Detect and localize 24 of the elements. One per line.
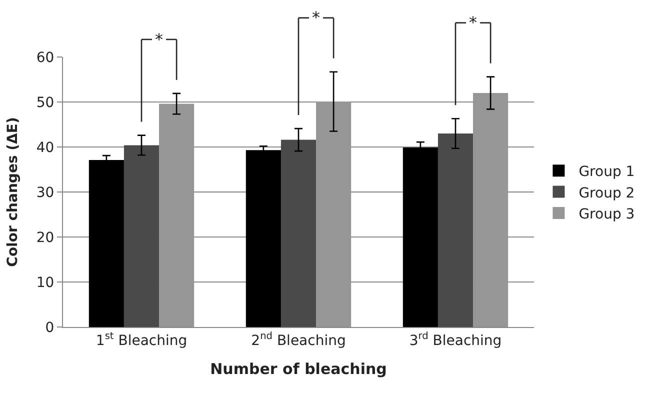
bar [124, 145, 160, 327]
bar [159, 104, 194, 327]
y-tick-label: 30 [36, 184, 54, 201]
x-axis-title: Number of bleaching [210, 360, 387, 378]
y-tick-label: 10 [36, 274, 54, 291]
y-tick-label: 50 [36, 94, 54, 111]
y-tick-label: 0 [45, 320, 54, 336]
legend-label: Group 2 [578, 185, 635, 202]
x-tick-label: 1$^{st}$ Bleaching [96, 330, 188, 349]
bar [438, 134, 474, 327]
y-tick-label: 60 [36, 50, 54, 66]
text: * [469, 13, 477, 32]
bar [280, 140, 316, 327]
text: * [155, 30, 163, 49]
y-tick-label: 20 [36, 230, 54, 246]
x-tick-label: 2$^{nd}$ Bleaching [251, 330, 346, 349]
legend-label: Group 1 [578, 164, 635, 180]
x-tick-label: 3$^{rd}$ Bleaching [409, 330, 502, 349]
bar [473, 93, 508, 327]
y-axis-title: Color changes (ΔE) [4, 117, 21, 267]
y-tick-label: 40 [36, 140, 54, 156]
bar [316, 102, 352, 327]
legend-label: Group 3 [578, 206, 635, 222]
text: * [312, 8, 320, 27]
